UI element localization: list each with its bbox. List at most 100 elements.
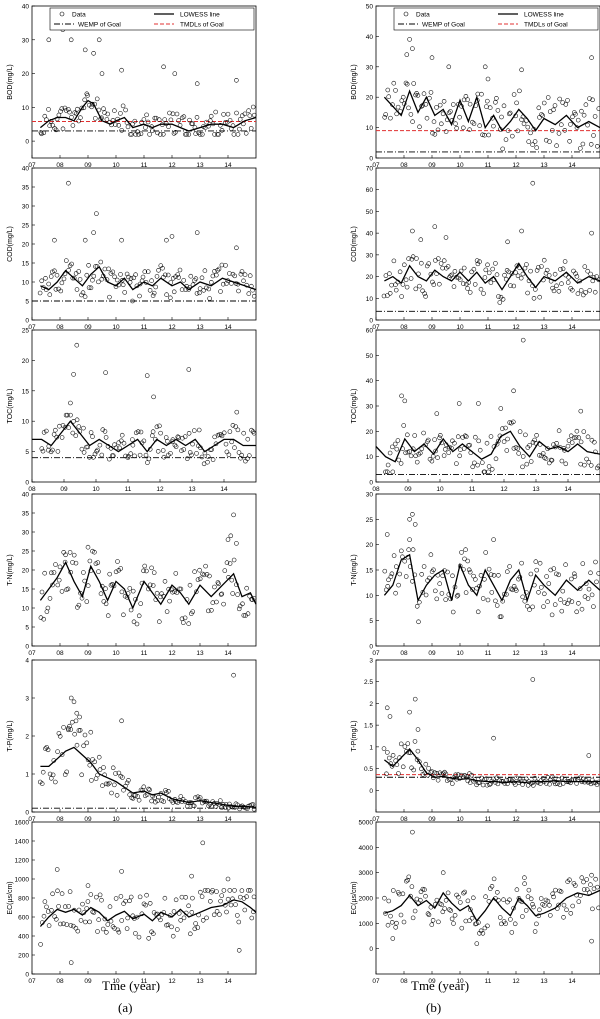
data-point (55, 582, 61, 588)
x-tick-label: 10 (456, 978, 464, 985)
data-point (558, 267, 563, 272)
data-point (210, 457, 216, 462)
data-point (494, 603, 500, 608)
data-point (527, 607, 532, 612)
x-tick-label: 13 (196, 162, 204, 169)
data-point (58, 921, 63, 927)
y-tick-label: 0 (25, 318, 29, 325)
data-point (118, 773, 124, 779)
data-point (593, 780, 598, 785)
y-tick-label: 1.5 (364, 723, 373, 730)
data-point (56, 904, 61, 909)
data-point (539, 585, 544, 590)
data-point (181, 278, 186, 283)
data-point (411, 81, 416, 86)
legend-data-label: Data (416, 12, 430, 19)
data-point (107, 904, 113, 909)
data-point (462, 556, 467, 562)
data-point (72, 731, 77, 737)
data-point (224, 909, 229, 915)
data-point (530, 142, 535, 147)
y-tick-label: 800 (18, 896, 29, 903)
data-point (150, 433, 155, 438)
y-tick-label: 30 (22, 530, 30, 537)
data-point (467, 101, 473, 107)
x-tick-label: 13 (196, 978, 204, 985)
data-point (43, 746, 48, 751)
data-point (480, 782, 486, 788)
data-point (234, 245, 239, 251)
data-point (450, 573, 455, 579)
data-point (552, 602, 558, 607)
data-point (520, 594, 525, 600)
data-point (519, 228, 524, 234)
y-tick-label: 2000 (359, 896, 374, 903)
data-point (395, 104, 401, 110)
lowess-line (39, 99, 257, 132)
data-point (250, 802, 256, 807)
data-point (477, 123, 482, 128)
y-axis-label: EC(µs/cm) (7, 881, 14, 914)
data-point (585, 596, 591, 601)
data-point (438, 433, 443, 438)
data-point (488, 572, 494, 577)
y-tick-label: 30 (22, 37, 30, 44)
data-point (217, 912, 222, 917)
data-point (227, 888, 233, 893)
data-point (453, 772, 458, 778)
data-point (201, 288, 206, 293)
data-point (517, 429, 523, 434)
y-axis-label: EC(µs/cm) (351, 881, 358, 914)
data-point (431, 567, 436, 573)
data-point (200, 840, 206, 846)
data-point (156, 794, 161, 800)
data-point (67, 889, 73, 894)
x-tick-label: 13 (196, 650, 204, 657)
data-point (528, 268, 533, 274)
data-point (66, 425, 71, 430)
data-point (63, 552, 68, 558)
data-point (389, 920, 395, 925)
data-point (197, 576, 203, 582)
data-point (81, 450, 87, 455)
data-point (403, 450, 408, 456)
data-point (490, 266, 495, 272)
data-point (402, 398, 408, 404)
data-point (68, 960, 74, 965)
data-point (385, 293, 390, 298)
data-point (62, 425, 68, 430)
data-point (186, 903, 191, 909)
data-point (498, 406, 504, 411)
data-point (242, 907, 248, 913)
data-point (212, 269, 217, 274)
data-point (151, 931, 156, 936)
data-point (425, 911, 431, 916)
data-point (52, 914, 57, 919)
data-point (431, 119, 437, 124)
data-point (410, 547, 416, 552)
data-point (401, 423, 406, 428)
data-point (230, 591, 235, 596)
legend-box (49, 7, 255, 31)
data-point (96, 569, 101, 574)
data-point (505, 436, 510, 442)
data-point (389, 571, 395, 577)
data-point (110, 453, 115, 458)
lowess-line (384, 748, 600, 784)
y-tick-label: 20 (22, 242, 30, 249)
data-point (238, 894, 243, 900)
data-point (105, 613, 111, 618)
data-point (409, 884, 415, 889)
data-point (396, 582, 401, 588)
data-point (429, 55, 435, 60)
data-point (559, 281, 564, 286)
y-tick-label: 10 (366, 125, 374, 132)
data-point (410, 915, 416, 921)
data-point (223, 263, 228, 268)
data-point (240, 601, 245, 607)
data-point (88, 285, 94, 291)
data-point (399, 548, 404, 554)
data-point (92, 759, 97, 765)
data-point (516, 896, 522, 901)
x-tick-label: 08 (28, 486, 36, 493)
